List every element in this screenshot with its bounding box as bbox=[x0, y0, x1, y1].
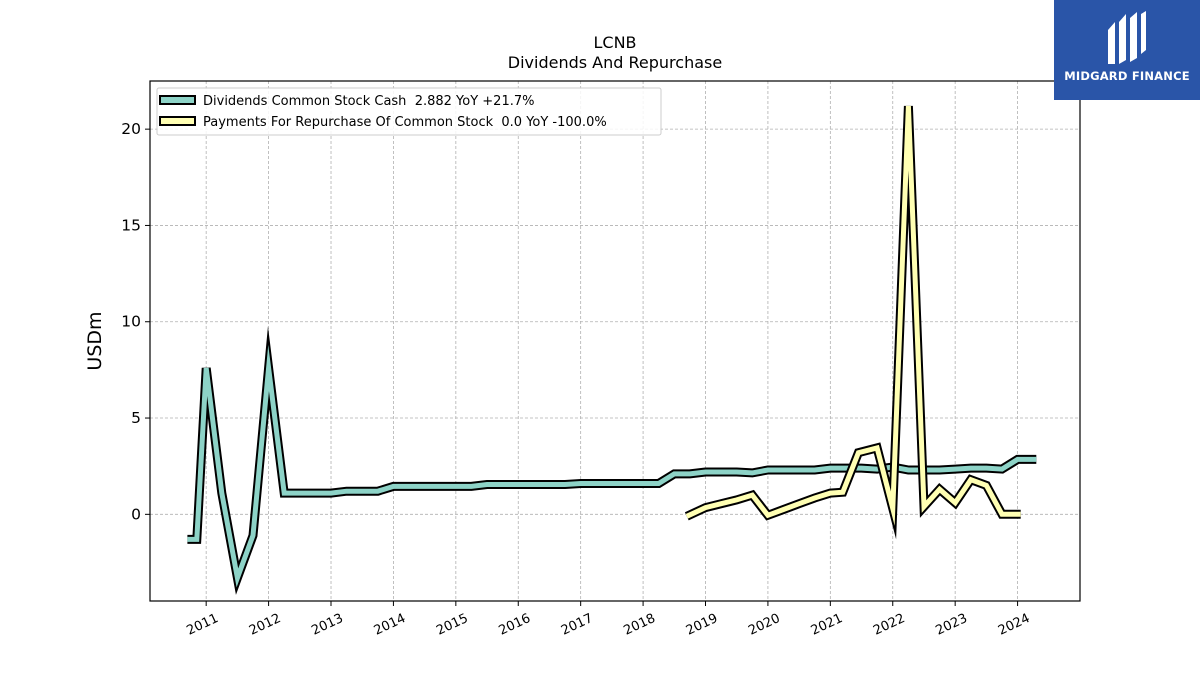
x-tick-label: 2019 bbox=[684, 611, 720, 639]
legend-box bbox=[156, 87, 662, 136]
x-tick-label: 2014 bbox=[372, 611, 408, 639]
y-tick-label: 20 bbox=[121, 120, 141, 138]
legend-swatch-2 bbox=[159, 116, 196, 126]
x-tick-label: 2020 bbox=[746, 611, 782, 639]
x-tick-label: 2024 bbox=[996, 611, 1032, 639]
legend-label-2: Payments For Repurchase Of Common Stock … bbox=[203, 115, 607, 130]
x-tick-label: 2017 bbox=[559, 611, 595, 639]
y-tick-label: 10 bbox=[121, 313, 141, 331]
x-tick-label: 2012 bbox=[247, 611, 283, 639]
y-axis-label: USDm bbox=[84, 311, 106, 370]
legend-swatch-1 bbox=[159, 95, 196, 105]
plot-frame bbox=[149, 80, 1081, 602]
y-tick-label: 5 bbox=[131, 409, 141, 427]
x-tick-label: 2011 bbox=[185, 611, 221, 639]
legend: Dividends Common Stock Cash 2.882 YoY +2… bbox=[156, 87, 662, 136]
x-tick-label: 2022 bbox=[871, 611, 907, 639]
y-tick-label: 0 bbox=[131, 505, 141, 523]
series-2-line bbox=[685, 105, 1021, 526]
series-1-outline bbox=[187, 326, 1037, 595]
series-2-outline bbox=[684, 105, 1021, 540]
x-tick-label: 2021 bbox=[809, 611, 845, 639]
x-tick-label: 2013 bbox=[309, 611, 345, 639]
grid bbox=[150, 81, 1080, 601]
midgard-logo-icon bbox=[1108, 11, 1146, 64]
series-lines bbox=[187, 105, 1037, 595]
midgard-finance-logo: MIDGARD FINANCE bbox=[1054, 0, 1200, 100]
chart-title: LCNB bbox=[593, 33, 636, 52]
logo-text: MIDGARD FINANCE bbox=[1064, 69, 1190, 83]
chart-subtitle: Dividends And Repurchase bbox=[508, 53, 722, 72]
x-tick-label: 2023 bbox=[934, 611, 970, 639]
x-tick-label: 2018 bbox=[621, 611, 657, 639]
legend-label-1: Dividends Common Stock Cash 2.882 YoY +2… bbox=[203, 94, 534, 109]
y-tick-label: 15 bbox=[121, 216, 141, 234]
x-tick-label: 2015 bbox=[434, 611, 470, 639]
x-tick-label: 2016 bbox=[497, 611, 533, 639]
